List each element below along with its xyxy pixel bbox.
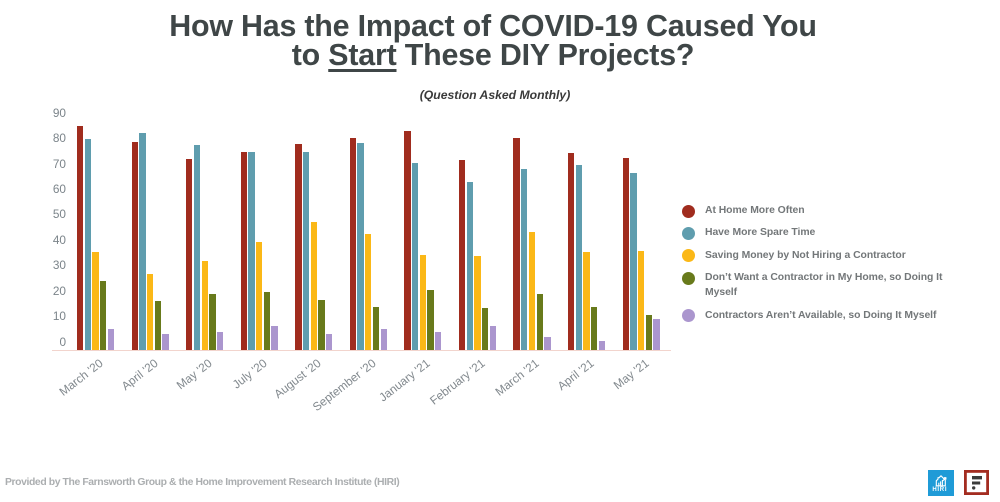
svg-text:HIRI: HIRI — [932, 486, 947, 492]
